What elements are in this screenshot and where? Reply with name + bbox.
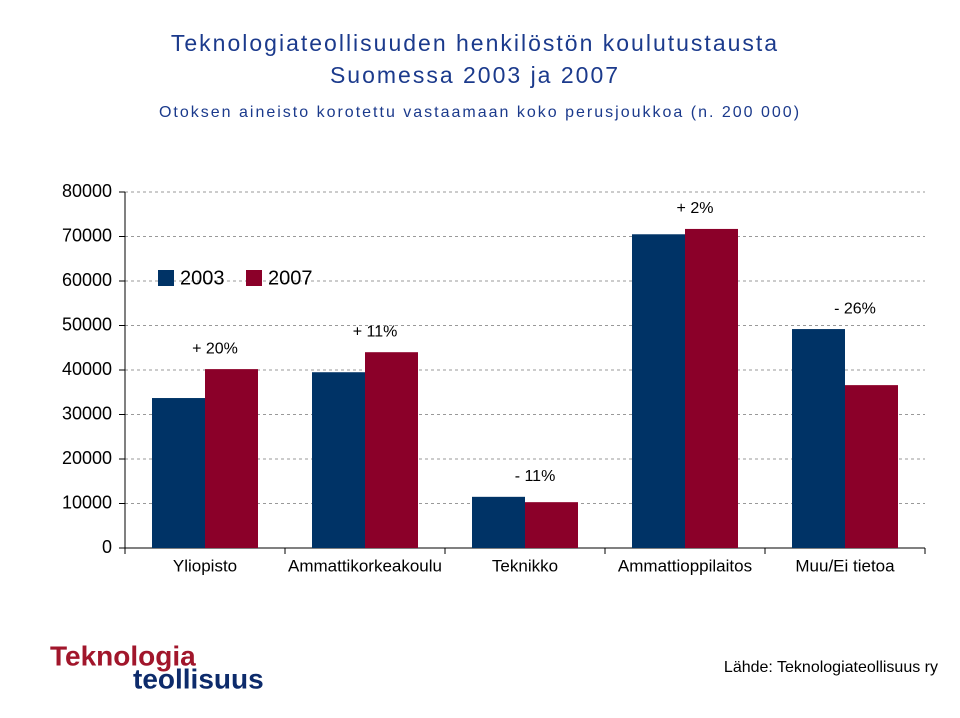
legend-label: 2003 bbox=[180, 267, 225, 289]
bar bbox=[365, 352, 418, 548]
bar bbox=[312, 372, 365, 548]
bar bbox=[205, 369, 258, 548]
bar bbox=[845, 385, 898, 548]
y-tick-label: 10000 bbox=[62, 492, 112, 512]
legend-label: 2007 bbox=[268, 267, 313, 289]
legend-swatch bbox=[158, 270, 174, 286]
y-tick-label: 20000 bbox=[62, 448, 112, 468]
source: Lähde: Teknologiateollisuus ry bbox=[724, 659, 938, 676]
x-tick-label: Muu/Ei tietoa bbox=[795, 556, 895, 575]
chart-title: Suomessa 2003 ja 2007 bbox=[330, 62, 620, 88]
bar bbox=[152, 398, 205, 548]
bar bbox=[792, 329, 845, 548]
annotation: - 11% bbox=[515, 468, 556, 485]
annotation: + 11% bbox=[353, 323, 398, 340]
bar bbox=[525, 502, 578, 548]
x-tick-label: Teknikko bbox=[492, 556, 558, 575]
x-tick-label: Ammattikorkeakoulu bbox=[288, 556, 442, 575]
y-tick-label: 80000 bbox=[62, 181, 112, 201]
y-tick-label: 50000 bbox=[62, 314, 112, 334]
x-tick-label: Yliopisto bbox=[173, 556, 237, 575]
annotation: + 20% bbox=[192, 340, 238, 357]
logo: Teknologia bbox=[50, 640, 196, 671]
chart-subtitle: Otoksen aineisto korotettu vastaamaan ko… bbox=[159, 104, 801, 121]
bar bbox=[472, 496, 525, 548]
x-tick-label: Ammattioppilaitos bbox=[618, 556, 752, 575]
legend-swatch bbox=[246, 270, 262, 286]
y-tick-label: 70000 bbox=[62, 225, 112, 245]
logo: teollisuus bbox=[133, 663, 264, 694]
bar bbox=[632, 234, 685, 548]
y-tick-label: 30000 bbox=[62, 403, 112, 423]
y-tick-label: 0 bbox=[102, 537, 112, 557]
annotation: + 2% bbox=[677, 200, 714, 217]
y-tick-label: 60000 bbox=[62, 270, 112, 290]
bar bbox=[685, 228, 738, 548]
annotation: - 26% bbox=[834, 300, 876, 317]
y-tick-label: 40000 bbox=[62, 359, 112, 379]
chart-title: Teknologiateollisuuden henkilöstön koulu… bbox=[171, 30, 779, 56]
